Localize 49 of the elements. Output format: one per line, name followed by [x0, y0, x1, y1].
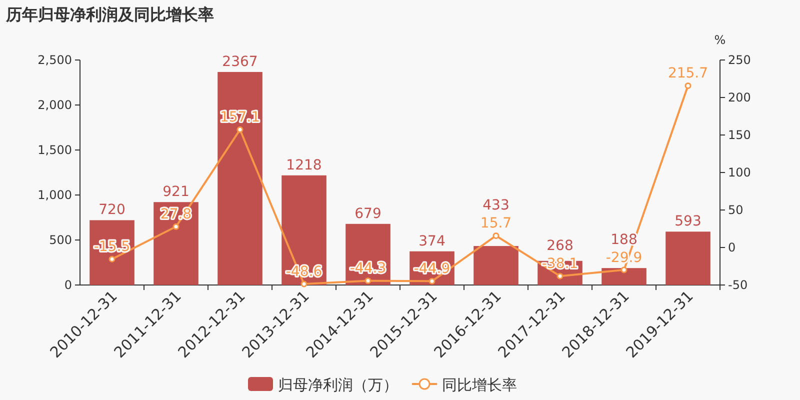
bar: [602, 268, 646, 285]
point: [684, 82, 692, 89]
bar: [218, 72, 262, 285]
data-label: 15.7: [480, 216, 512, 232]
data-label: 433: [482, 198, 510, 214]
data-label: -44.9: [414, 261, 450, 278]
y-tick-label: 2,500: [38, 53, 72, 67]
data-label: -38.1: [542, 256, 578, 272]
y2-tick-label: 50: [728, 203, 744, 217]
point: [236, 126, 244, 133]
y2-tick-label: 0: [728, 240, 736, 254]
y2-tick-label: 250: [728, 53, 751, 67]
y-tick-label: 0: [64, 278, 72, 292]
data-label: 921: [162, 184, 190, 200]
y2-tick-label: 200: [728, 90, 751, 104]
y2-tick-label: 100: [728, 166, 751, 180]
point: [620, 266, 628, 274]
legend-label: 同比增长率: [442, 376, 517, 394]
point: [300, 280, 308, 288]
data-label: 268: [546, 238, 574, 254]
point: [108, 256, 116, 262]
point: [428, 278, 436, 284]
y-tick-label: 1,000: [38, 188, 72, 202]
point: [492, 232, 500, 239]
point: [556, 272, 564, 280]
data-label: 2367: [222, 54, 258, 70]
data-label: 1218: [286, 157, 322, 174]
data-label: -44.3: [350, 260, 386, 277]
bar: [154, 202, 198, 285]
data-label: 157.1: [220, 110, 260, 126]
bar: [474, 246, 518, 285]
point: [172, 223, 180, 230]
data-label: 679: [354, 206, 382, 222]
data-label: 720: [98, 202, 126, 218]
y-tick-label: 500: [49, 233, 72, 247]
point: [364, 277, 372, 284]
bar: [666, 232, 710, 285]
legend-label: 归母净利润（万）: [278, 376, 398, 394]
chart-title: 历年归母净利润及同比增长率: [5, 5, 214, 24]
data-label: -15.5: [94, 239, 130, 256]
y2-tick-label: -50: [728, 278, 748, 292]
data-label: 593: [674, 214, 702, 230]
y2-tick-label: 150: [728, 128, 751, 142]
y-tick-label: 1,500: [38, 143, 72, 157]
y-tick-label: 2,000: [38, 98, 72, 112]
y2-axis-title: %: [714, 33, 726, 47]
data-label: 215.7: [668, 66, 708, 82]
bar: [282, 175, 326, 285]
data-label: 374: [418, 233, 446, 250]
